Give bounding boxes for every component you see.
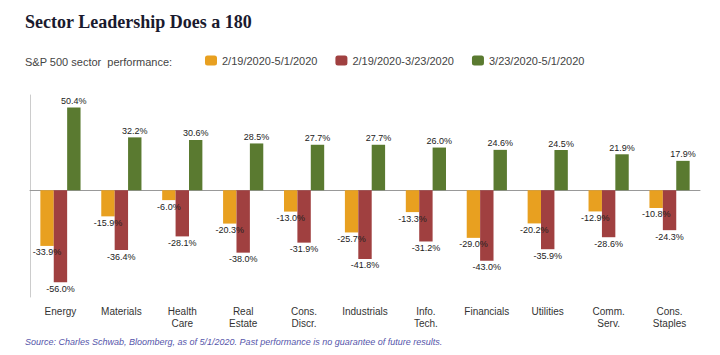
svg-text:Source: Charles Schwab, Bloomb: Source: Charles Schwab, Bloomberg, as of… xyxy=(25,337,442,347)
svg-text:-31.2%: -31.2% xyxy=(412,243,441,253)
svg-text:-13.0%: -13.0% xyxy=(276,213,305,223)
svg-text:Tech.: Tech. xyxy=(414,318,438,329)
svg-text:21.9%: 21.9% xyxy=(609,143,635,153)
svg-text:Utilities: Utilities xyxy=(532,306,564,317)
svg-text:Real: Real xyxy=(233,306,254,317)
svg-text:-41.8%: -41.8% xyxy=(351,260,380,270)
svg-text:-20.2%: -20.2% xyxy=(520,225,549,235)
svg-text:Info.: Info. xyxy=(416,306,435,317)
svg-text:24.6%: 24.6% xyxy=(487,138,513,148)
svg-text:50.4%: 50.4% xyxy=(61,96,87,106)
svg-text:-28.1%: -28.1% xyxy=(168,238,197,248)
svg-text:-35.9%: -35.9% xyxy=(533,251,562,261)
svg-text:Health: Health xyxy=(168,306,197,317)
svg-text:-13.3%: -13.3% xyxy=(398,214,427,224)
svg-text:Materials: Materials xyxy=(101,306,142,317)
svg-text:Care: Care xyxy=(171,318,193,329)
svg-text:2/19/2020-3/23/2020: 2/19/2020-3/23/2020 xyxy=(352,55,454,67)
svg-text:-6.0%: -6.0% xyxy=(157,202,181,212)
svg-text:Energy: Energy xyxy=(45,306,77,317)
svg-text:Staples: Staples xyxy=(653,318,686,329)
svg-text:Sector Leadership Does a 180: Sector Leadership Does a 180 xyxy=(25,12,252,32)
svg-text:28.5%: 28.5% xyxy=(244,132,270,142)
svg-text:-43.0%: -43.0% xyxy=(473,262,502,272)
svg-text:24.5%: 24.5% xyxy=(548,139,574,149)
svg-text:Industrials: Industrials xyxy=(342,306,388,317)
svg-text:17.9%: 17.9% xyxy=(670,149,696,159)
svg-text:-15.9%: -15.9% xyxy=(94,218,123,228)
svg-text:-38.0%: -38.0% xyxy=(229,254,258,264)
svg-text:-12.9%: -12.9% xyxy=(581,213,610,223)
svg-text:Cons.: Cons. xyxy=(291,306,317,317)
svg-text:-29.0%: -29.0% xyxy=(459,239,488,249)
svg-text:Estate: Estate xyxy=(229,318,258,329)
svg-text:S&P 500 sector performance:: S&P 500 sector performance: xyxy=(25,56,172,68)
svg-text:-28.6%: -28.6% xyxy=(594,239,623,249)
svg-text:-31.9%: -31.9% xyxy=(290,244,319,254)
svg-text:27.7%: 27.7% xyxy=(305,133,331,143)
svg-text:27.7%: 27.7% xyxy=(366,133,392,143)
svg-text:-25.7%: -25.7% xyxy=(337,234,366,244)
svg-text:Serv.: Serv. xyxy=(597,318,620,329)
svg-text:-33.9%: -33.9% xyxy=(33,247,62,257)
svg-text:Cons.: Cons. xyxy=(656,306,682,317)
svg-text:3/23/2020-5/1/2020: 3/23/2020-5/1/2020 xyxy=(489,55,584,67)
svg-text:-10.8%: -10.8% xyxy=(642,209,671,219)
svg-text:Discr.: Discr. xyxy=(292,318,317,329)
svg-text:32.2%: 32.2% xyxy=(122,126,148,136)
svg-text:-24.3%: -24.3% xyxy=(655,232,684,242)
svg-text:Comm.: Comm. xyxy=(593,306,625,317)
svg-text:-20.3%: -20.3% xyxy=(216,225,245,235)
svg-text:-56.0%: -56.0% xyxy=(46,284,75,294)
svg-text:26.0%: 26.0% xyxy=(427,136,453,146)
svg-text:2/19/2020-5/1/2020: 2/19/2020-5/1/2020 xyxy=(222,55,317,67)
svg-text:-36.4%: -36.4% xyxy=(107,252,136,262)
svg-text:30.6%: 30.6% xyxy=(183,128,209,138)
svg-text:Financials: Financials xyxy=(464,306,509,317)
